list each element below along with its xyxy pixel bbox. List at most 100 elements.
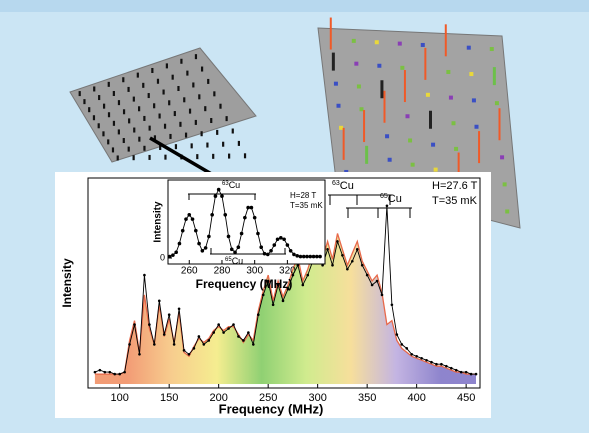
spin-dot bbox=[102, 131, 104, 136]
spin-dot bbox=[195, 120, 197, 125]
data-point bbox=[237, 245, 241, 249]
data-point bbox=[257, 313, 260, 316]
spin-dot bbox=[375, 40, 379, 44]
spin-dot bbox=[204, 106, 206, 111]
x-tick-label: 150 bbox=[160, 392, 178, 404]
spin-dot bbox=[385, 134, 389, 138]
spin-dot bbox=[93, 86, 95, 91]
spin-dot bbox=[128, 147, 130, 152]
data-point bbox=[356, 248, 359, 251]
spin-dot bbox=[113, 121, 115, 126]
x-tick-label: 260 bbox=[181, 266, 198, 277]
spin-dot bbox=[164, 124, 166, 129]
spin-dot bbox=[467, 46, 471, 50]
data-point bbox=[250, 206, 254, 210]
data-point bbox=[187, 213, 191, 217]
data-point bbox=[302, 284, 305, 287]
data-point bbox=[183, 349, 186, 352]
spin-dot bbox=[168, 100, 170, 105]
data-point bbox=[227, 327, 230, 330]
spin-bar bbox=[365, 146, 368, 164]
spin-dot bbox=[449, 96, 453, 100]
data-point bbox=[381, 294, 384, 297]
temperature-label: T=35 mK bbox=[432, 195, 478, 207]
spin-dot bbox=[232, 129, 234, 134]
field-label: H=27.6 T bbox=[432, 180, 478, 192]
data-point bbox=[410, 353, 413, 356]
element: Cu bbox=[232, 256, 244, 266]
data-point bbox=[99, 369, 102, 372]
data-point bbox=[118, 373, 121, 376]
spin-dot bbox=[83, 99, 85, 104]
data-point bbox=[279, 236, 283, 240]
spin-dot bbox=[175, 144, 177, 149]
data-point bbox=[252, 343, 255, 346]
spin-dot bbox=[434, 168, 438, 172]
spin-bar bbox=[493, 67, 496, 85]
spin-dot bbox=[123, 109, 125, 114]
data-point bbox=[308, 255, 312, 259]
data-point bbox=[273, 243, 277, 247]
spin-dot bbox=[337, 104, 341, 108]
data-point bbox=[184, 217, 188, 221]
x-tick-label: 400 bbox=[407, 392, 425, 404]
spin-dot bbox=[226, 116, 228, 121]
spin-dot bbox=[148, 93, 150, 98]
data-point bbox=[173, 343, 176, 346]
x-tick-label: 280 bbox=[214, 266, 231, 277]
spin-dot bbox=[196, 154, 198, 159]
x-axis-label: Frequency (MHz) bbox=[219, 401, 324, 416]
spin-dot bbox=[406, 114, 410, 118]
x-tick-label: 300 bbox=[246, 266, 263, 277]
data-point bbox=[306, 274, 309, 277]
spin-dot bbox=[446, 70, 450, 74]
spin-dot bbox=[143, 116, 145, 121]
y-axis-label: Intensity bbox=[60, 258, 74, 308]
data-point bbox=[361, 264, 364, 267]
spin-bar bbox=[429, 111, 432, 129]
data-point bbox=[415, 355, 418, 358]
data-point bbox=[222, 331, 225, 334]
spin-dot bbox=[143, 146, 145, 151]
spin-dot bbox=[93, 115, 95, 120]
data-point bbox=[272, 304, 275, 307]
spin-dot bbox=[137, 73, 139, 78]
spin-dot bbox=[185, 133, 187, 138]
spin-dot bbox=[177, 86, 179, 91]
data-point bbox=[302, 255, 306, 259]
data-point bbox=[420, 357, 423, 360]
data-point bbox=[450, 367, 453, 370]
data-point bbox=[194, 229, 198, 233]
spin-dot bbox=[472, 98, 476, 102]
data-point bbox=[440, 363, 443, 366]
data-point bbox=[259, 245, 263, 249]
data-point bbox=[455, 369, 458, 372]
spin-dot bbox=[421, 43, 425, 47]
spin-dot bbox=[334, 82, 338, 86]
spin-dot bbox=[113, 91, 115, 96]
spin-dot bbox=[398, 42, 402, 46]
spin-dot bbox=[411, 163, 415, 167]
spin-dot bbox=[191, 143, 193, 148]
spin-dot bbox=[133, 97, 135, 102]
data-point bbox=[465, 371, 468, 374]
data-point bbox=[178, 242, 182, 246]
figure: 100150200250300350400450 2602803003200 F… bbox=[0, 0, 589, 433]
data-point bbox=[318, 255, 322, 259]
spin-dot bbox=[162, 90, 164, 95]
temperature-label: T=35 mK bbox=[290, 201, 323, 210]
spin-dot bbox=[159, 114, 161, 119]
spin-dot bbox=[153, 103, 155, 108]
data-point bbox=[94, 371, 97, 374]
spin-dot bbox=[505, 209, 509, 213]
spin-dot bbox=[112, 147, 114, 152]
data-point bbox=[207, 235, 211, 239]
inset-x-axis-label: Frequency (MHz) bbox=[196, 277, 293, 291]
y-tick-label: 0 bbox=[160, 252, 165, 262]
spin-dot bbox=[219, 104, 221, 109]
data-point bbox=[253, 216, 257, 220]
spin-dot bbox=[222, 142, 224, 147]
spin-dot bbox=[183, 97, 185, 102]
spin-dot bbox=[122, 77, 124, 82]
x-tick-label: 320 bbox=[279, 266, 296, 277]
